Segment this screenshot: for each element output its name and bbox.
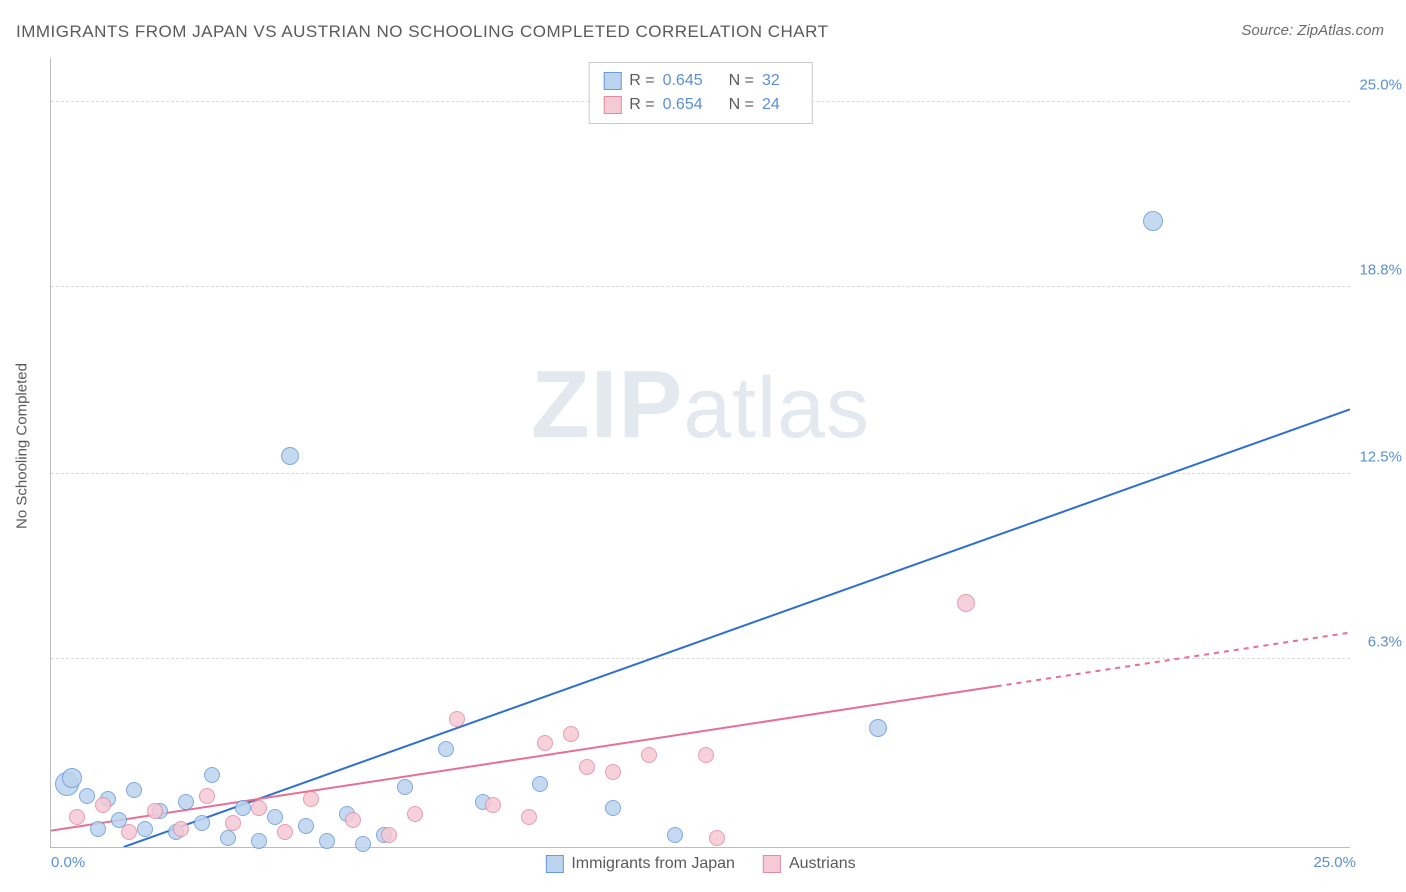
point-austrian [407,806,423,822]
point-austrian [251,800,267,816]
legend-series: Immigrants from Japan Austrians [545,855,855,873]
point-japan [355,836,371,852]
point-austrian [521,809,537,825]
point-japan [178,794,194,810]
legend-series-item: Austrians [763,855,856,873]
y-tick-label: 12.5% [1354,449,1402,466]
regression-lines [51,58,1350,847]
point-japan [281,447,299,465]
legend-r-label: R = [629,69,654,93]
legend-r-value: 0.654 [663,93,703,117]
y-tick-label: 6.3% [1354,634,1402,651]
legend-r-label: R = [629,93,654,117]
source-label: Source: [1241,22,1293,39]
gridline [51,658,1350,659]
x-tick-max: 25.0% [1313,854,1356,871]
point-japan [126,782,142,798]
legend-swatch [603,72,621,90]
point-austrian [579,759,595,775]
y-axis-label: No Schooling Completed [14,363,31,529]
gridline [51,286,1350,287]
point-austrian [605,764,621,780]
point-austrian [641,747,657,763]
point-austrian [277,824,293,840]
point-austrian [173,821,189,837]
point-japan [869,719,887,737]
point-japan [251,833,267,849]
point-austrian [537,735,553,751]
watermark-bold: ZIP [531,351,683,458]
x-tick-min: 0.0% [51,854,85,871]
y-tick-label: 18.8% [1354,261,1402,278]
point-austrian [709,830,725,846]
point-austrian [957,594,975,612]
legend-stats: R = 0.645 N = 32 R = 0.654 N = 24 [588,62,813,124]
y-tick-label: 25.0% [1354,76,1402,93]
point-austrian [147,803,163,819]
point-japan [605,800,621,816]
scatter-plot: ZIPatlas R = 0.645N = 32R = 0.654N = 24 … [50,58,1350,848]
point-austrian [199,788,215,804]
legend-n-value: 24 [762,93,780,117]
point-japan [532,776,548,792]
gridline [51,473,1350,474]
source: Source: ZipAtlas.com [1241,22,1384,39]
point-japan [319,833,335,849]
legend-stat-row: R = 0.645 N = 32 [603,69,798,93]
point-austrian [69,809,85,825]
point-japan [220,830,236,846]
legend-series-label: Immigrants from Japan [571,855,735,873]
point-japan [79,788,95,804]
legend-stat-row: R = 0.654 N = 24 [603,93,798,117]
point-austrian [698,747,714,763]
point-japan [62,768,82,788]
point-austrian [563,726,579,742]
legend-swatch [763,855,781,873]
point-japan [1143,211,1163,231]
point-japan [667,827,683,843]
legend-n-label: N = [729,69,754,93]
point-austrian [345,812,361,828]
watermark: ZIPatlas [531,350,870,460]
legend-series-label: Austrians [789,855,856,873]
legend-swatch [603,96,621,114]
point-austrian [449,711,465,727]
watermark-rest: atlas [683,360,870,456]
point-japan [438,741,454,757]
point-japan [194,815,210,831]
point-austrian [121,824,137,840]
legend-n-label: N = [729,93,754,117]
legend-r-value: 0.645 [663,69,703,93]
legend-series-item: Immigrants from Japan [545,855,735,873]
point-japan [90,821,106,837]
point-austrian [303,791,319,807]
point-japan [397,779,413,795]
point-japan [204,767,220,783]
point-japan [137,821,153,837]
point-austrian [381,827,397,843]
point-austrian [95,797,111,813]
source-value: ZipAtlas.com [1297,22,1384,39]
point-japan [267,809,283,825]
point-japan [298,818,314,834]
legend-n-value: 32 [762,69,780,93]
point-japan [235,800,251,816]
point-austrian [485,797,501,813]
legend-swatch [545,855,563,873]
chart-title: IMMIGRANTS FROM JAPAN VS AUSTRIAN NO SCH… [16,22,828,42]
point-austrian [225,815,241,831]
